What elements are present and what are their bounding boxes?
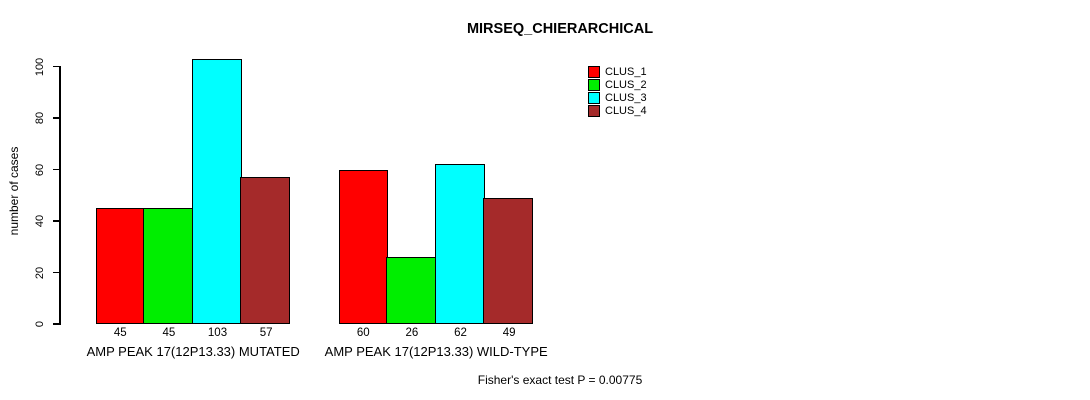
- y-tick: [53, 168, 60, 171]
- bar-clus_1-group1: [96, 208, 145, 324]
- legend-item-clus_3: CLUS_3: [588, 92, 647, 104]
- legend-label: CLUS_2: [605, 79, 647, 91]
- y-tick-label: 0: [34, 320, 46, 328]
- y-tick-label: 60: [34, 163, 46, 176]
- y-tick-label: 20: [34, 266, 46, 279]
- bar-clus_4-group1: [240, 177, 291, 324]
- legend-swatch-icon: [588, 66, 600, 78]
- bar-value-label: 45: [162, 327, 176, 339]
- y-tick: [53, 271, 60, 274]
- y-tick: [53, 220, 60, 222]
- y-tick-label: 100: [34, 57, 46, 76]
- bar-clus_3-group2: [434, 164, 485, 324]
- y-tick-label: 40: [34, 214, 46, 228]
- x-category-label: AMP PEAK 17(12P13.33) WILD-TYPE: [324, 344, 548, 359]
- y-tick: [53, 65, 60, 68]
- bar-clus_3-group1: [191, 58, 242, 324]
- y-axis-line: [59, 66, 61, 325]
- bar-clus_2-group1: [143, 208, 194, 324]
- x-category-label: AMP PEAK 17(12P13.33) MUTATED: [86, 344, 300, 359]
- y-tick: [53, 323, 60, 325]
- legend-item-clus_1: CLUS_1: [588, 66, 647, 78]
- bar-value-label: 60: [356, 327, 370, 339]
- y-axis-label: number of cases: [7, 146, 21, 236]
- y-tick: [53, 117, 60, 119]
- legend-label: CLUS_4: [605, 105, 647, 117]
- bar-clus_2-group2: [386, 257, 437, 324]
- bar-value-label: 103: [207, 327, 228, 339]
- bar-value-label: 26: [405, 327, 419, 339]
- legend-swatch-icon: [588, 92, 600, 104]
- legend: CLUS_1 CLUS_2 CLUS_3 CLUS_4: [588, 66, 647, 118]
- annotation-text: Fisher's exact test P = 0.00775: [477, 373, 643, 387]
- legend-label: CLUS_3: [605, 92, 647, 104]
- bar-value-label: 57: [259, 327, 273, 339]
- legend-label: CLUS_1: [605, 66, 647, 78]
- bar-value-label: 45: [113, 327, 127, 339]
- legend-swatch-icon: [588, 79, 600, 91]
- bar-value-label: 62: [454, 327, 467, 339]
- legend-swatch-icon: [588, 105, 600, 117]
- legend-item-clus_4: CLUS_4: [588, 105, 647, 117]
- y-tick-label: 80: [34, 112, 46, 125]
- bar-value-label: 49: [502, 327, 516, 339]
- legend-item-clus_2: CLUS_2: [588, 79, 647, 91]
- bar-clus_4-group2: [483, 197, 534, 324]
- chart-title: MIRSEQ_CHIERARCHICAL: [466, 21, 654, 37]
- bar-clus_1-group2: [339, 169, 388, 324]
